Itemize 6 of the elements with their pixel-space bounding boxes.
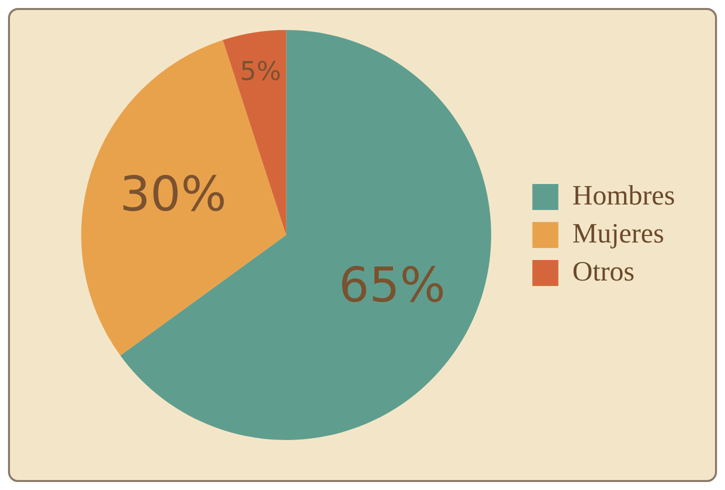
data-label: 65% — [338, 257, 446, 314]
data-label: 5% — [240, 56, 282, 87]
legend-label: Otros — [572, 256, 635, 288]
data-label: 30% — [120, 166, 226, 223]
legend-label: Hombres — [572, 180, 676, 212]
legend-label: Mujeres — [572, 218, 664, 250]
